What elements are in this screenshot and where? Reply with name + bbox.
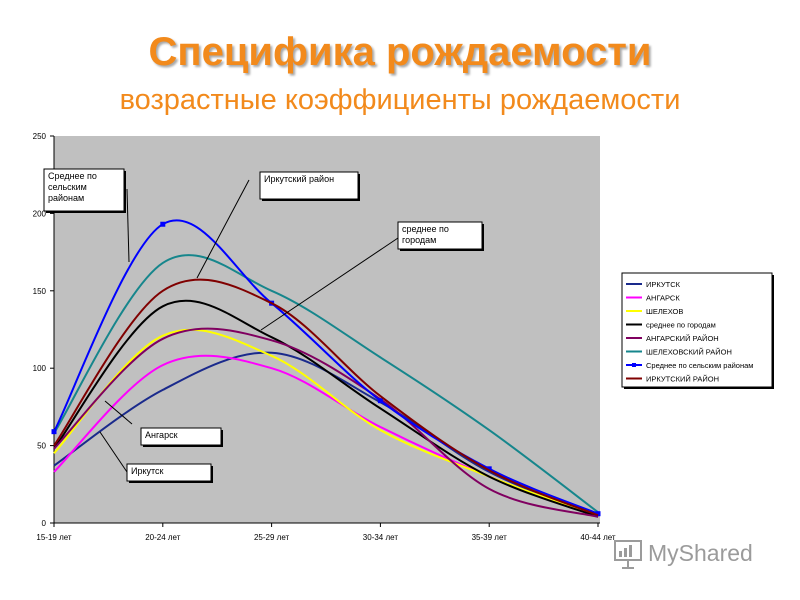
callout-box — [140, 427, 222, 446]
legend-label: ШЕЛЕХОВСКИЙ РАЙОН — [646, 348, 732, 357]
series-point-среднее-по-сельским-районам — [486, 466, 492, 472]
presentation-board-icon — [614, 540, 642, 569]
callout-label: Иркутск — [131, 466, 164, 476]
legend-label: ИРКУТСКИЙ РАЙОН — [646, 375, 719, 384]
y-tick-label: 0 — [42, 519, 47, 528]
callout-leader — [104, 400, 133, 425]
series-layer — [51, 219, 601, 518]
series-point-среднее-по-сельским-районам — [51, 429, 57, 435]
series-point-среднее-по-сельским-районам — [160, 221, 166, 227]
series-line-ангарский-район — [53, 327, 599, 518]
x-tick-label: 35-39 лет — [472, 533, 508, 542]
series-line-иркутский-район — [53, 278, 599, 517]
y-tick-label: 100 — [33, 364, 47, 373]
y-tick-label: 200 — [33, 209, 47, 218]
callout-label: Ангарск — [145, 430, 178, 440]
series-point-среднее-по-сельским-районам — [377, 398, 383, 404]
callout-box — [43, 168, 125, 212]
legend-box — [621, 272, 773, 388]
callout-leader — [99, 431, 128, 473]
callout-leader — [260, 237, 399, 331]
slide-subtitle: возрастные коэффициенты рождаемости — [119, 84, 681, 116]
axes: 0 50 100 150 200 250 15-19 лет 20-24 лет 25-29 л… — [33, 132, 616, 542]
watermark-text: MyShared — [648, 540, 753, 566]
callout-label: среднее по городам — [402, 224, 449, 245]
x-tick-label: 15-19 лет — [36, 533, 72, 542]
callout-box — [126, 463, 212, 482]
legend-label: АНГАРСКИЙ РАЙОН — [646, 334, 719, 343]
slide-title: Специфика рождаемости — [148, 30, 652, 74]
callout-label: Среднее по сельским районам — [48, 171, 97, 203]
legend-label: среднее по городам — [646, 321, 716, 330]
legend-label: ИРКУТСК — [646, 280, 681, 289]
callout-label: Иркутский район — [264, 174, 334, 184]
callout-box — [259, 171, 359, 200]
legend-marker — [632, 363, 636, 367]
callouts: Среднее по сельским районам Иркутский район… — [43, 168, 484, 483]
legend: ИРКУТСК АНГАРСК ШЕЛЕХОВ среднее по городам А… — [621, 272, 774, 389]
y-tick-label: 250 — [33, 132, 47, 141]
legend-label: АНГАРСК — [646, 294, 680, 303]
series-point-среднее-по-сельским-районам — [595, 511, 601, 517]
callout-leader — [196, 179, 250, 279]
callout-leader — [126, 188, 130, 263]
legend-label: Среднее по сельским районам — [646, 361, 753, 370]
series-line-среднее-по-городам — [53, 299, 599, 518]
series-line-шелеховский-район — [53, 254, 599, 513]
x-tick-label: 30-34 лет — [363, 533, 399, 542]
legend-label: ШЕЛЕХОВ — [646, 307, 683, 316]
y-tick-label: 150 — [33, 287, 47, 296]
x-tick-label: 40-44 лет — [580, 533, 616, 542]
x-tick-label: 25-29 лет — [254, 533, 290, 542]
callout-box — [397, 221, 483, 250]
y-tick-label: 50 — [37, 442, 46, 451]
watermark: MyShared — [612, 537, 782, 571]
x-tick-label: 20-24 лет — [145, 533, 181, 542]
